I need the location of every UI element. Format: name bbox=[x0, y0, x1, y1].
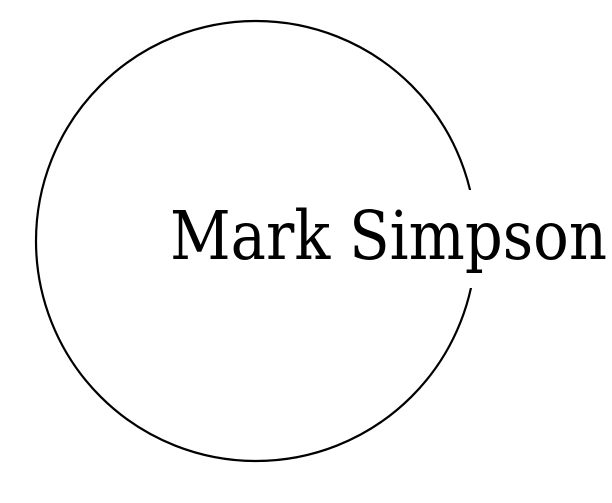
logo-circle bbox=[34, 19, 478, 463]
logo-name-text: Mark Simpson bbox=[170, 197, 607, 275]
